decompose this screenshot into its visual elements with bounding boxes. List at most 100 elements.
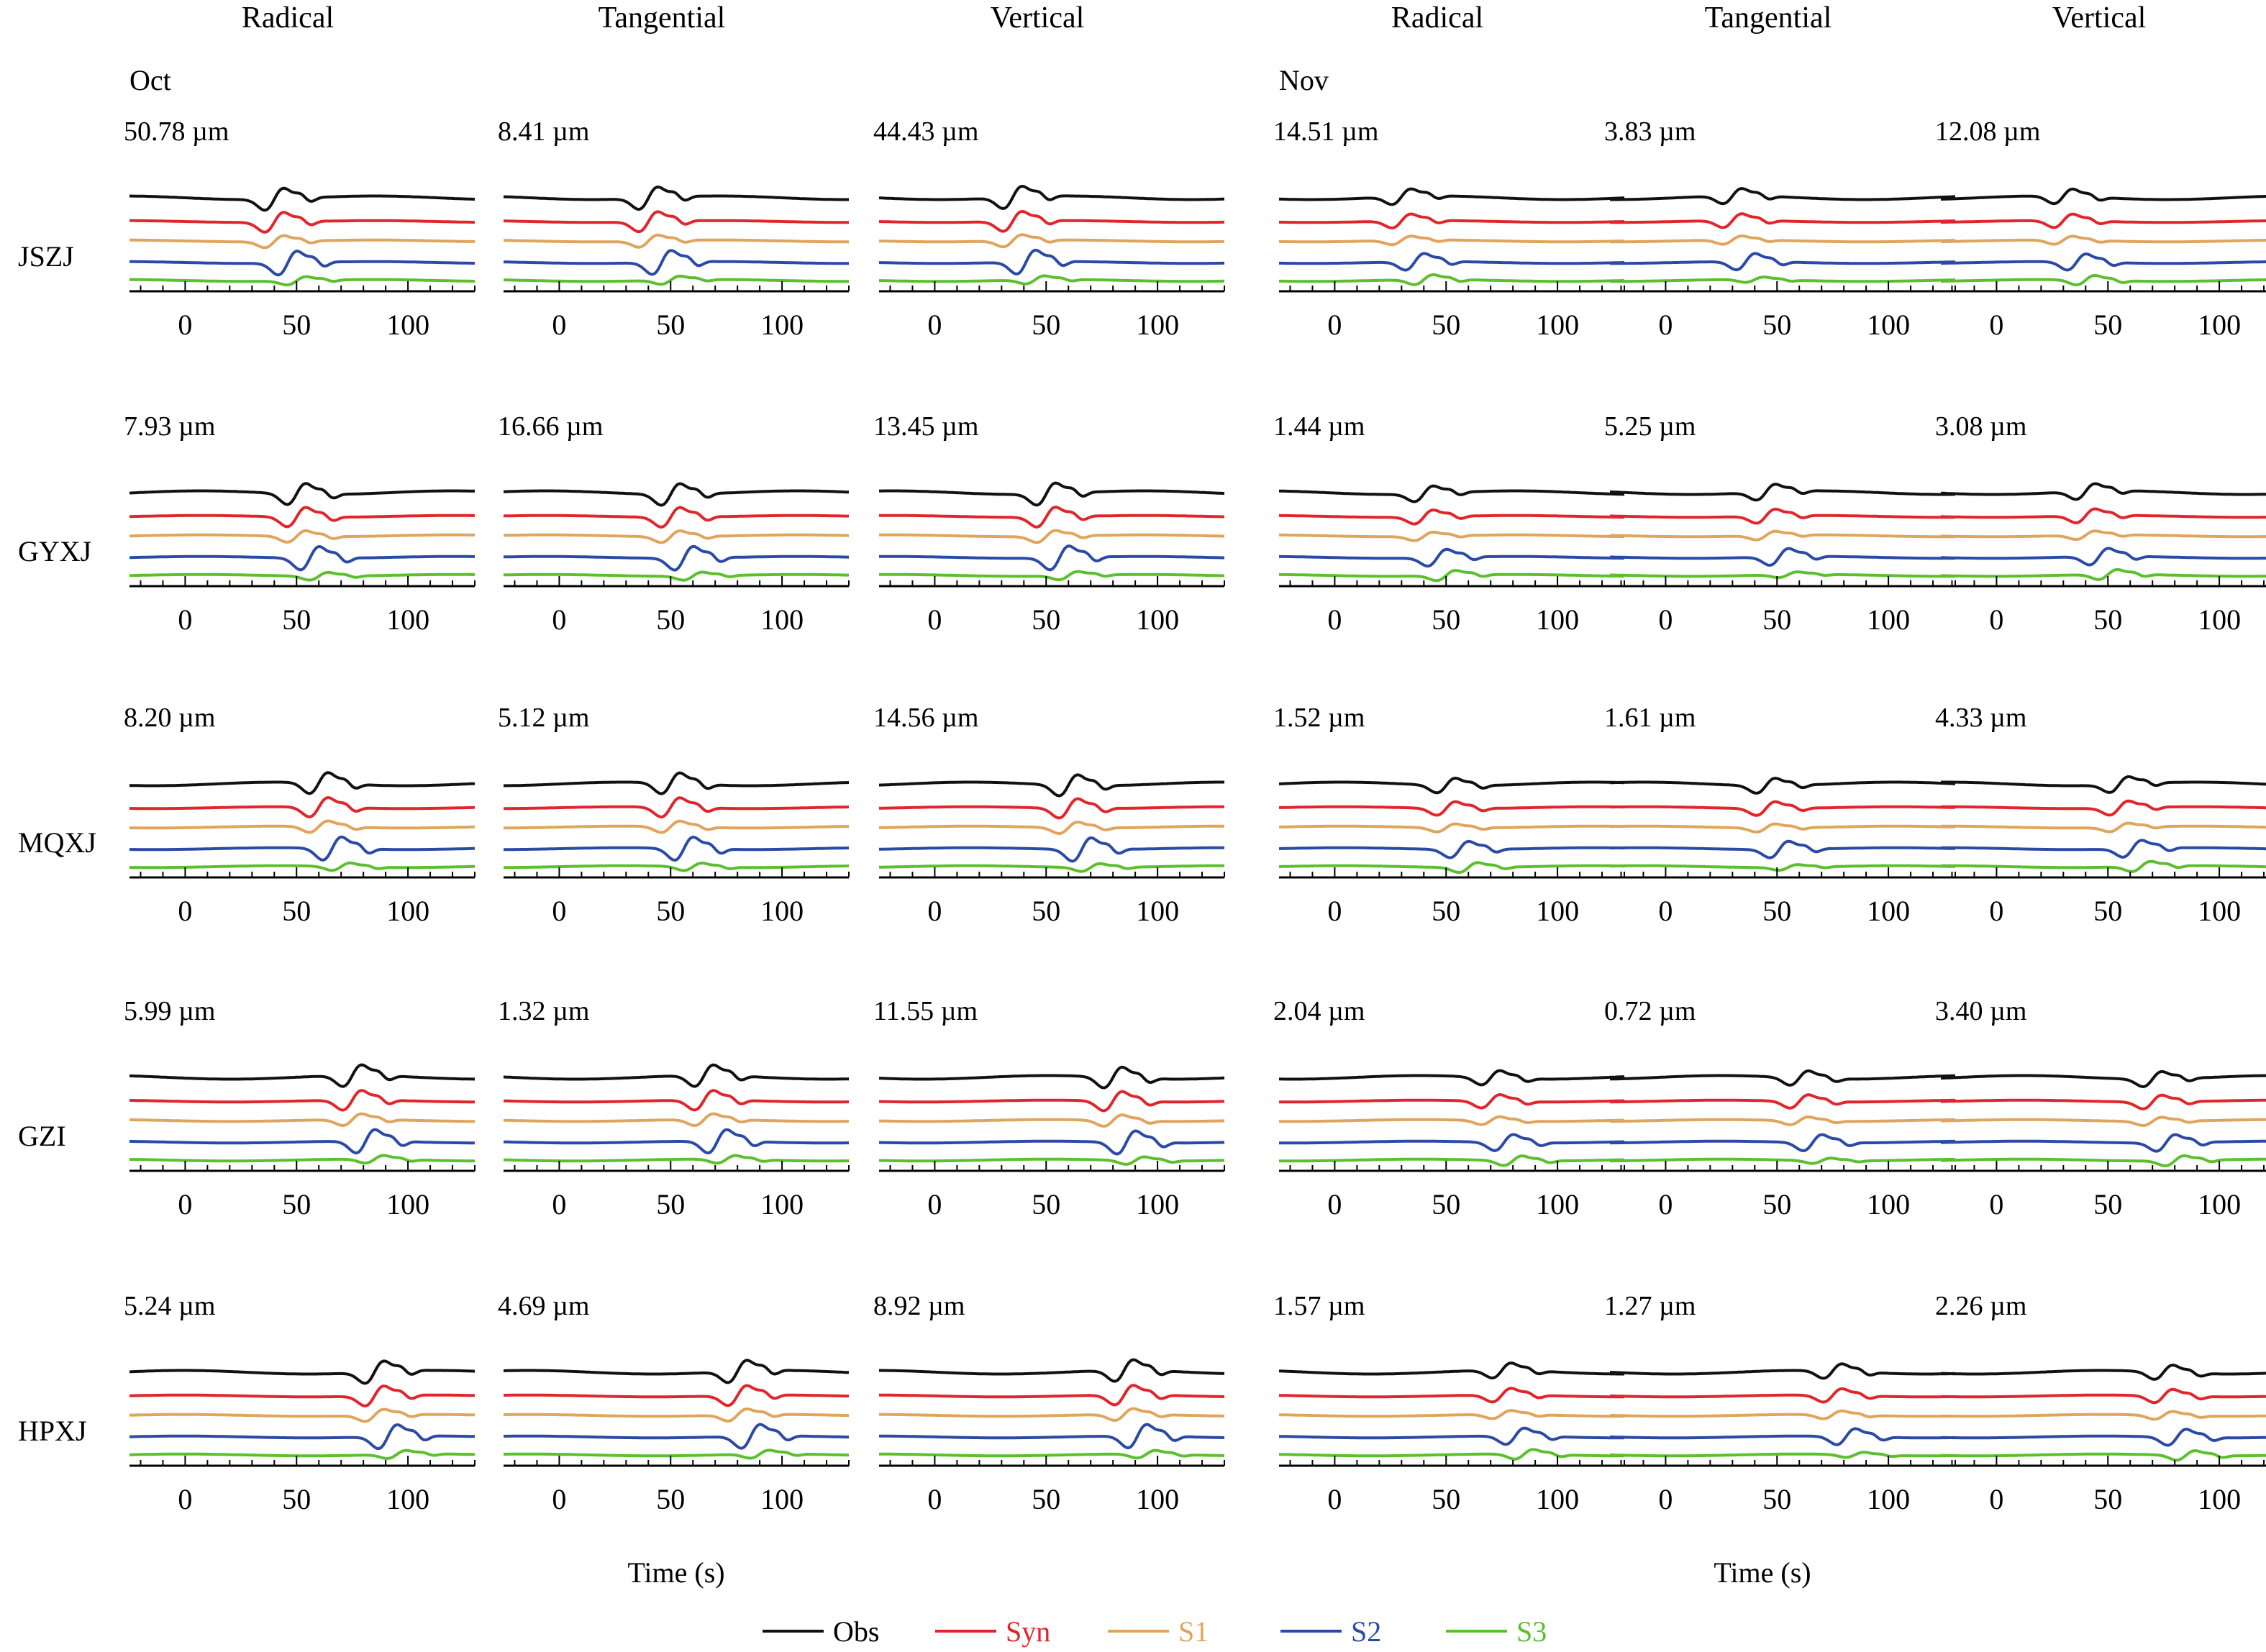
column-header: Vertical (991, 1, 1085, 35)
trace-s3 (129, 1154, 475, 1165)
amplitude-label: 3.08 µm (1935, 411, 2026, 442)
group-label: Oct (129, 64, 171, 96)
panel-JSZJ-5: 12.08 µm 0 50 100 (1935, 117, 2266, 341)
trace-s2 (879, 544, 1224, 572)
trace-s2 (1609, 839, 1956, 859)
amplitude-label: 5.99 µm (124, 996, 215, 1026)
x-tick-label: 100 (1867, 1483, 1910, 1515)
trace-s1 (503, 233, 849, 249)
x-tick-label: 50 (2093, 309, 2122, 341)
trace-syn (1610, 212, 1956, 229)
amplitude-label: 2.26 µm (1935, 1291, 2026, 1321)
column-header: Radical (242, 1, 334, 35)
trace-obs (129, 771, 476, 795)
panel-GYXJ-3: 1.44 µm 0 50 100 (1273, 411, 1625, 636)
x-tick-label: 100 (760, 1483, 804, 1515)
trace-obs (878, 184, 1225, 211)
panel-GZI-2: 11.55 µm 0 50 100 (873, 996, 1225, 1220)
month-labels: Oct Nov (129, 64, 1329, 96)
x-tick-label: 0 (927, 895, 942, 927)
trace-syn (1609, 800, 1956, 817)
x-tick-label: 0 (927, 1188, 942, 1220)
x-tick-label: 0 (1327, 309, 1342, 341)
x-tick-label: 100 (1536, 895, 1579, 927)
trace-s2 (504, 835, 850, 862)
x-tick-label: 100 (386, 1188, 429, 1220)
x-tick-label: 100 (1136, 1188, 1179, 1220)
trace-s2 (503, 1128, 849, 1155)
panel-JSZJ-3: 14.51 µm 0 50 100 (1273, 117, 1625, 341)
panel-MQXJ-2: 14.56 µm 0 50 100 (873, 703, 1225, 927)
trace-s2 (1279, 1426, 1624, 1446)
trace-s3 (1609, 1156, 1955, 1165)
x-tick-label: 100 (386, 1483, 429, 1515)
trace-s1 (129, 1112, 475, 1128)
x-tick-label: 50 (1432, 1483, 1460, 1515)
x-tick-label: 100 (2198, 1188, 2241, 1220)
trace-s3 (879, 570, 1224, 582)
x-tick-label: 50 (656, 895, 685, 927)
trace-s2 (879, 1129, 1225, 1156)
x-tick-label: 100 (760, 603, 804, 636)
x-tick-label: 50 (1762, 603, 1791, 636)
panel-JSZJ-4: 3.83 µm 0 50 100 (1604, 117, 1956, 341)
legend-label-obs: Obs (833, 1615, 879, 1648)
panel-GYXJ-0: 7.93 µm 0 50 100 (124, 411, 476, 636)
trace-syn (1940, 1093, 2266, 1110)
legend: Obs Syn S1 S2 S3 (763, 1615, 1547, 1648)
panel-MQXJ-1: 5.12 µm 0 50 100 (498, 703, 850, 927)
amplitude-label: 14.56 µm (873, 703, 978, 733)
trace-s1 (129, 819, 475, 834)
trace-syn (1941, 212, 2266, 229)
trace-syn (879, 209, 1224, 233)
trace-obs (879, 481, 1225, 507)
amplitude-label: 1.32 µm (498, 996, 589, 1026)
x-tick-label: 100 (1867, 1188, 1910, 1220)
x-tick-label: 100 (1536, 309, 1579, 341)
x-tick-label: 0 (1658, 895, 1673, 927)
panel-HPXJ-4: 1.27 µm 0 50 100 (1604, 1291, 1956, 1515)
amplitude-label: 3.40 µm (1935, 996, 2026, 1026)
trace-obs (1940, 187, 2266, 206)
trace-obs (1940, 482, 2266, 501)
trace-s3 (1940, 1448, 2266, 1462)
trace-s2 (1941, 252, 2266, 272)
trace-syn (503, 210, 849, 234)
trace-obs (878, 1065, 1225, 1090)
trace-s2 (879, 248, 1224, 276)
x-tick-label: 0 (178, 895, 192, 927)
trace-s1 (879, 820, 1224, 836)
trace-s1 (1278, 822, 1624, 834)
trace-obs (503, 482, 850, 507)
trace-s3 (1610, 1451, 1956, 1459)
trace-s2 (1279, 252, 1625, 272)
x-tick-label: 50 (2093, 1188, 2122, 1220)
amplitude-label: 0.72 µm (1604, 996, 1696, 1026)
x-tick-label: 50 (1032, 895, 1060, 927)
x-tick-label: 50 (656, 1188, 685, 1220)
trace-s2 (879, 836, 1224, 863)
trace-s1 (879, 1407, 1225, 1423)
x-tick-label: 100 (386, 603, 429, 636)
trace-s1 (1940, 1410, 2266, 1421)
x-tick-label: 100 (1536, 1483, 1579, 1515)
trace-syn (1610, 1387, 1956, 1404)
trace-s2 (1609, 1133, 1955, 1153)
trace-s2 (503, 1423, 850, 1450)
trace-obs (503, 1063, 849, 1088)
trace-syn (129, 1384, 475, 1407)
panel-GYXJ-2: 13.45 µm 0 50 100 (873, 411, 1225, 636)
trace-obs (129, 1063, 476, 1088)
trace-s1 (1279, 234, 1625, 247)
trace-obs (1609, 776, 1956, 795)
legend-label-s2: S2 (1351, 1615, 1381, 1648)
x-tick-label: 100 (1136, 309, 1179, 341)
trace-s1 (1609, 1115, 1955, 1126)
x-tick-label: 0 (1989, 895, 2003, 927)
amplitude-label: 1.44 µm (1273, 411, 1365, 442)
trace-syn (1279, 1387, 1624, 1404)
trace-syn (1940, 1387, 2266, 1405)
panel-MQXJ-0: 8.20 µm 0 50 100 (124, 703, 476, 927)
amplitude-label: 5.12 µm (498, 703, 589, 733)
